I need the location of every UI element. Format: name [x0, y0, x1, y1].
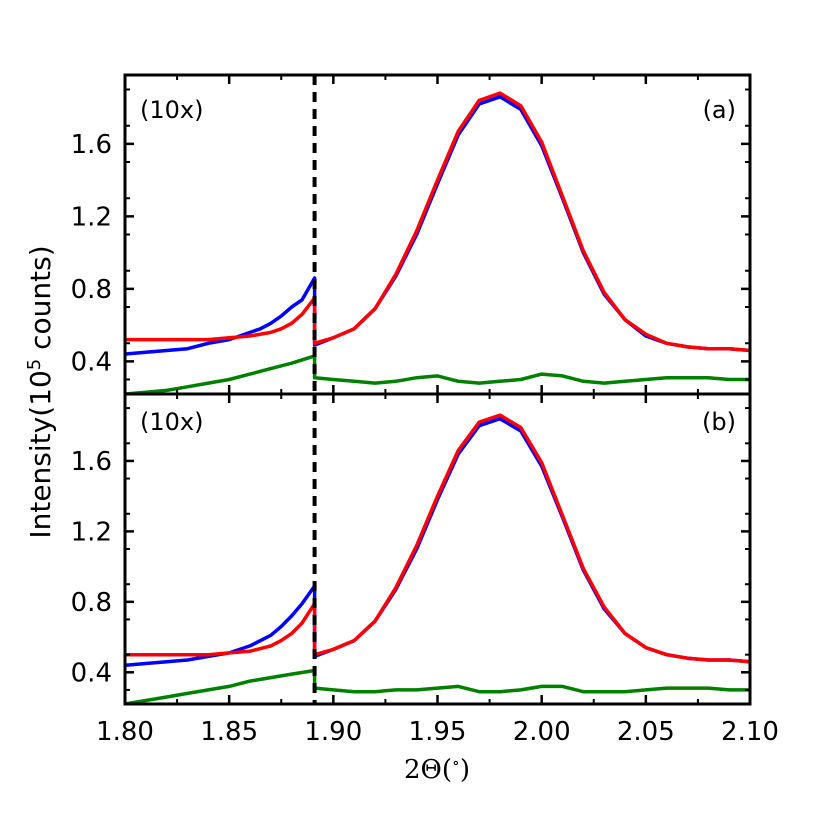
panel-a-y-axis: 0.4 0.8 1.2 1.6	[71, 88, 750, 381]
panel-b-y-axis: 0.4 0.8 1.2 1.6	[71, 407, 750, 691]
y-tick-label: 1.2	[71, 517, 112, 547]
x-axis-title-degree: ∘	[452, 753, 460, 772]
y-tick-label: 0.4	[71, 347, 112, 377]
panel-a-plot-area	[125, 91, 750, 394]
y-tick-label: 1.2	[71, 202, 112, 232]
panel-a: 0.4 0.8 1.2 1.6 (10x) (a)	[71, 73, 752, 396]
x-tick-label: 1.90	[304, 717, 362, 747]
panel-b: 0.4 0.8 1.2 1.6 1.80 1.85 1.90 1.95 2.00 2.05 2.1…	[71, 392, 779, 747]
y-axis-title-suffix: counts)	[24, 245, 57, 358]
x-tick-label: 1.80	[96, 717, 154, 747]
y-tick-label: 0.8	[71, 275, 112, 305]
y-tick-label: 1.6	[71, 447, 112, 477]
y-tick-label: 1.6	[71, 130, 112, 160]
panel-b-plot-area	[125, 413, 750, 704]
y-axis-title-exponent: 5	[24, 359, 45, 370]
panel-b-label: (b)	[702, 408, 736, 436]
x-axis-title: 2Θ(∘)	[404, 753, 470, 785]
x-tick-label: 1.85	[200, 717, 258, 747]
panel-a-series-fit	[125, 91, 750, 353]
x-axis-title-prefix: 2Θ(	[404, 755, 452, 785]
y-axis-title: Intensity(105 counts)	[24, 245, 57, 538]
x-tick-label: 2.10	[721, 717, 779, 747]
x-tick-label: 2.05	[617, 717, 675, 747]
y-tick-label: 0.8	[71, 588, 112, 618]
x-axis-title-suffix: )	[460, 755, 470, 785]
x-tick-label: 1.95	[409, 717, 467, 747]
panel-b-scale-annotation: (10x)	[140, 408, 203, 436]
panel-b-series-fit	[125, 413, 750, 664]
panel-b-x-axis: 1.80 1.85 1.90 1.95 2.00 2.05 2.10	[96, 394, 779, 747]
panel-b-series-residual	[125, 668, 750, 704]
panel-a-series-residual	[125, 354, 750, 394]
x-tick-label: 2.00	[513, 717, 571, 747]
y-axis-title-prefix: Intensity(10	[24, 370, 57, 538]
y-tick-label: 0.4	[71, 658, 112, 688]
panel-a-label: (a)	[703, 96, 736, 124]
panel-a-scale-annotation: (10x)	[140, 96, 203, 124]
